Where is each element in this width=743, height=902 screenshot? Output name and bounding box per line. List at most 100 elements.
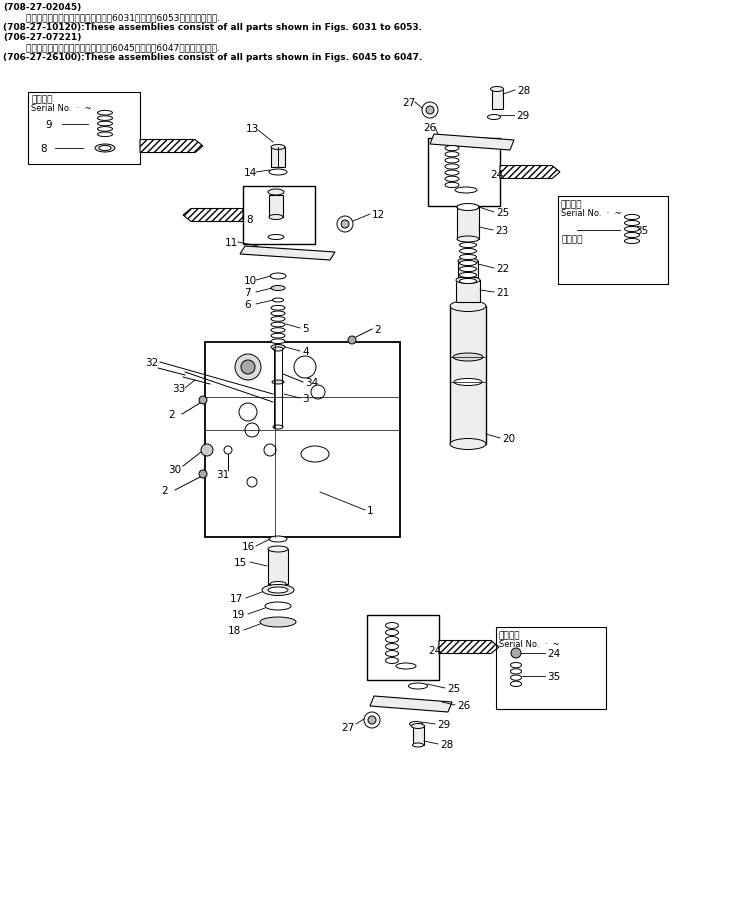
Ellipse shape: [386, 658, 398, 664]
Ellipse shape: [409, 683, 427, 689]
Bar: [271, 148, 285, 168]
Bar: [28, 93, 140, 165]
Ellipse shape: [301, 446, 329, 463]
Circle shape: [199, 471, 207, 478]
Ellipse shape: [459, 244, 476, 248]
Ellipse shape: [386, 630, 398, 636]
Text: 適用号機: 適用号機: [562, 235, 583, 244]
Ellipse shape: [386, 623, 398, 629]
Text: 9: 9: [45, 120, 51, 130]
Text: 20: 20: [502, 434, 515, 444]
Text: 19: 19: [232, 610, 245, 620]
Ellipse shape: [510, 682, 522, 686]
Ellipse shape: [95, 145, 115, 152]
Ellipse shape: [97, 122, 112, 126]
Text: 18: 18: [228, 625, 241, 635]
Text: 6: 6: [244, 299, 250, 309]
Ellipse shape: [268, 235, 284, 240]
Ellipse shape: [97, 133, 112, 137]
Ellipse shape: [99, 146, 111, 152]
Text: 24: 24: [428, 645, 441, 655]
Bar: [205, 343, 400, 538]
Circle shape: [235, 354, 261, 381]
Ellipse shape: [271, 286, 285, 291]
Text: 27: 27: [341, 723, 354, 732]
Text: 23: 23: [495, 226, 508, 235]
Ellipse shape: [409, 722, 423, 727]
Ellipse shape: [445, 165, 459, 170]
Ellipse shape: [268, 547, 288, 552]
Text: 2: 2: [168, 410, 175, 419]
Text: 35: 35: [547, 671, 560, 681]
Text: 12: 12: [372, 210, 386, 220]
Text: 29: 29: [437, 719, 450, 729]
Circle shape: [241, 361, 255, 374]
Text: 11: 11: [225, 238, 239, 248]
Text: (708-27-10120):These assemblies consist of all parts shown in Figs. 6031 to 6053: (708-27-10120):These assemblies consist …: [3, 23, 422, 32]
Text: 8: 8: [40, 143, 47, 154]
Circle shape: [201, 445, 213, 456]
Text: 7: 7: [244, 288, 250, 298]
Text: 16: 16: [242, 541, 256, 551]
Text: 5: 5: [302, 324, 308, 334]
Bar: [268, 549, 288, 584]
Bar: [450, 307, 486, 445]
Text: これらのアセンブリの構成部品は第6031図から第6053図まで含みます.: これらのアセンブリの構成部品は第6031図から第6053図まで含みます.: [3, 13, 220, 22]
Ellipse shape: [386, 644, 398, 649]
Ellipse shape: [459, 267, 476, 272]
Ellipse shape: [458, 259, 478, 264]
Text: Serial No.  ·  ~: Serial No. · ~: [31, 104, 91, 113]
Polygon shape: [370, 696, 452, 713]
Bar: [558, 197, 668, 285]
Ellipse shape: [273, 299, 284, 303]
Text: 15: 15: [234, 557, 247, 567]
Text: 2: 2: [161, 485, 168, 495]
Ellipse shape: [445, 170, 459, 176]
Circle shape: [337, 216, 353, 233]
Circle shape: [294, 356, 316, 379]
Text: Serial No.  ·  ~: Serial No. · ~: [499, 640, 559, 649]
Bar: [458, 262, 478, 278]
Ellipse shape: [269, 170, 287, 176]
Circle shape: [422, 103, 438, 119]
Ellipse shape: [445, 152, 459, 158]
Circle shape: [426, 106, 434, 115]
Text: 34: 34: [305, 378, 318, 388]
Polygon shape: [430, 135, 514, 151]
Ellipse shape: [459, 279, 476, 284]
Ellipse shape: [271, 345, 285, 350]
Ellipse shape: [625, 221, 640, 226]
Ellipse shape: [459, 273, 476, 278]
Text: 33: 33: [172, 383, 185, 393]
Text: 28: 28: [517, 86, 531, 96]
Circle shape: [368, 716, 376, 724]
Ellipse shape: [625, 239, 640, 244]
Bar: [367, 615, 439, 680]
Circle shape: [311, 385, 325, 400]
Ellipse shape: [625, 216, 640, 220]
Text: 28: 28: [440, 739, 453, 750]
Polygon shape: [183, 209, 243, 222]
Polygon shape: [240, 247, 335, 261]
Ellipse shape: [265, 603, 291, 611]
Circle shape: [247, 477, 257, 487]
Text: (708-27-02045): (708-27-02045): [3, 3, 81, 12]
Ellipse shape: [273, 347, 283, 352]
Text: (706-27-26100):These assemblies consist of all parts shown in Figs. 6045 to 6047: (706-27-26100):These assemblies consist …: [3, 53, 422, 62]
Bar: [428, 139, 500, 207]
Ellipse shape: [625, 234, 640, 238]
Bar: [413, 726, 424, 745]
Ellipse shape: [268, 587, 288, 594]
Ellipse shape: [487, 115, 501, 120]
Text: 22: 22: [496, 263, 509, 273]
Ellipse shape: [97, 116, 112, 121]
Ellipse shape: [270, 273, 286, 280]
Ellipse shape: [272, 381, 284, 384]
Text: 4: 4: [302, 346, 308, 356]
Ellipse shape: [268, 189, 284, 196]
Ellipse shape: [271, 145, 285, 151]
Ellipse shape: [457, 205, 479, 211]
Bar: [492, 90, 503, 110]
Text: 35: 35: [635, 226, 648, 235]
Ellipse shape: [412, 743, 424, 747]
